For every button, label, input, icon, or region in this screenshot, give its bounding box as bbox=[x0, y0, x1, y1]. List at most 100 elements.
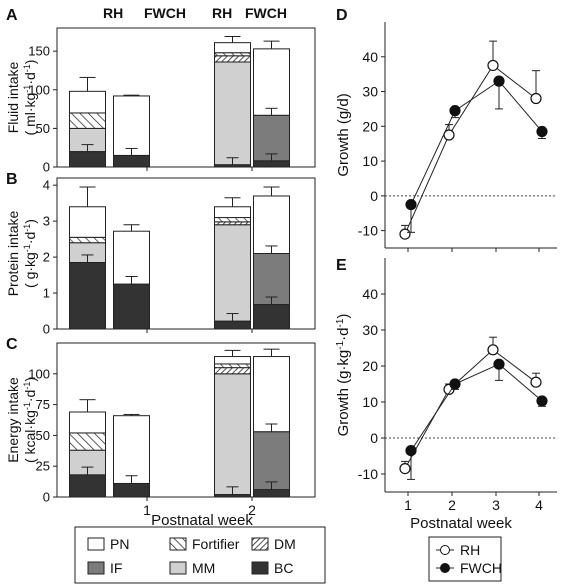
y-tick-label: 0 bbox=[43, 490, 50, 505]
y-axis-label-main: Fluid intake bbox=[5, 61, 21, 133]
y-tick-label: 20 bbox=[362, 118, 378, 134]
series-line bbox=[404, 349, 537, 469]
legend-label-pn: PN bbox=[110, 536, 129, 552]
series-line bbox=[410, 80, 543, 205]
series-fwch bbox=[405, 75, 548, 233]
component-legend: PN Fortifier DM IF MM BC bbox=[74, 526, 326, 584]
plot-frame bbox=[56, 342, 316, 498]
x-tick-label: 1 bbox=[404, 497, 412, 513]
bar-segment-bc bbox=[253, 304, 290, 330]
y-tick-label: -10 bbox=[358, 466, 378, 482]
group-header-fwch-1: FWCH bbox=[144, 5, 186, 21]
y-tick-label: 40 bbox=[362, 49, 378, 65]
bar-segment-bc bbox=[214, 320, 251, 330]
stacked-bar-week2-fwch bbox=[253, 186, 290, 330]
group-header-fwch-2: FWCH bbox=[245, 5, 287, 21]
bar-segment-if bbox=[253, 114, 290, 162]
legend-swatch-if bbox=[87, 561, 105, 575]
legend-swatch-dm bbox=[251, 537, 269, 551]
stacked-bar-week1-rh bbox=[69, 399, 106, 498]
y-tick-label: 50 bbox=[36, 121, 50, 136]
stacked-bar-week2-fwch bbox=[253, 40, 290, 168]
y-tick-label: 10 bbox=[362, 153, 378, 169]
bar-segment-fortifier bbox=[69, 112, 106, 129]
bar-panel-c: 0 25 50 75 100 Energy intake( kcal·kg-1·d-1) bbox=[5, 342, 316, 505]
y-tick-label: 3 bbox=[43, 214, 50, 229]
y-tick-label: 4 bbox=[43, 178, 50, 193]
bar-segment-bc bbox=[253, 489, 290, 498]
y-tick-label: 100 bbox=[28, 366, 50, 381]
bar-segment-bc bbox=[113, 283, 150, 330]
bar-segment-bc bbox=[69, 261, 106, 330]
bar-segment-mm bbox=[214, 224, 251, 322]
panel-letter-a: A bbox=[6, 7, 18, 24]
data-point bbox=[493, 358, 505, 370]
bar-segment-pn bbox=[253, 48, 290, 116]
stacked-bar-week1-fwch bbox=[113, 224, 150, 330]
group-header-rh-1: RH bbox=[103, 5, 123, 21]
data-point bbox=[449, 105, 461, 117]
y-tick-label: 10 bbox=[362, 394, 378, 410]
bar-segment-bc bbox=[69, 474, 106, 498]
line-panel-e: -10 0 10 20 30 40 1 2 3 4 Growth (g·kg-1·d-1) Postn… bbox=[335, 258, 557, 532]
legend-swatch-bc bbox=[251, 561, 269, 575]
y-tick-label: 100 bbox=[28, 82, 50, 97]
panel-letter-c: C bbox=[6, 336, 18, 353]
plot-frame bbox=[56, 27, 316, 168]
y-tick-label: 150 bbox=[28, 44, 50, 59]
bar-segment-bc bbox=[69, 151, 106, 168]
legend-label-dm: DM bbox=[274, 536, 296, 552]
bar-segment-bc bbox=[253, 160, 290, 168]
bar-segment-pn bbox=[69, 206, 106, 238]
x-axis-label: Postnatal week bbox=[410, 515, 512, 532]
bar-segment-pn bbox=[69, 411, 106, 434]
legend-label-mm: MM bbox=[192, 560, 215, 576]
y-tick-label: -10 bbox=[358, 223, 378, 239]
bar-segment-pn bbox=[113, 230, 150, 285]
legend-swatch-pn bbox=[87, 537, 105, 551]
week-tick-label: 2 bbox=[248, 502, 256, 518]
data-point bbox=[405, 198, 417, 211]
y-axis-label-units: ( ml·kg-1·d-1) bbox=[22, 60, 38, 136]
stacked-bar-week1-rh bbox=[69, 76, 106, 168]
legend-swatch-mm bbox=[169, 561, 187, 575]
bar-segment-fortifier bbox=[69, 236, 106, 244]
y-tick-label: 0 bbox=[43, 160, 50, 175]
bar-segment-pn bbox=[253, 356, 290, 433]
series-line bbox=[404, 64, 537, 235]
x-tick-label: 2 bbox=[448, 497, 456, 513]
panel-letter-d: D bbox=[336, 7, 348, 24]
legend-label-rh: RH bbox=[460, 542, 480, 558]
stacked-bar-week2-fwch bbox=[253, 348, 290, 498]
bar-segment-dm bbox=[214, 55, 251, 63]
series-line bbox=[410, 363, 543, 451]
week-tick-label: 1 bbox=[143, 502, 151, 518]
bar-segment-pn bbox=[113, 415, 150, 484]
y-tick-label: 50 bbox=[36, 428, 50, 443]
bar-segment-if bbox=[253, 431, 290, 491]
y-axis-label: Growth (g·kg-1·d-1) bbox=[335, 314, 352, 437]
bar-segment-pn bbox=[113, 95, 150, 156]
stacked-bar-week2-rh bbox=[214, 35, 251, 168]
series-rh bbox=[399, 336, 542, 475]
bar-segment-pn bbox=[214, 356, 251, 365]
bar-segment-mm bbox=[214, 61, 251, 166]
data-point bbox=[536, 125, 548, 138]
x-tick-label: 4 bbox=[535, 497, 543, 513]
data-point bbox=[487, 344, 499, 356]
x-tick-label: 3 bbox=[492, 497, 500, 513]
data-point bbox=[399, 463, 411, 475]
legend-swatch-fortifier bbox=[169, 537, 187, 551]
y-tick-label: 25 bbox=[36, 459, 50, 474]
data-point bbox=[536, 395, 548, 407]
series-legend: RH FWCH bbox=[428, 536, 502, 582]
y-tick-label: 75 bbox=[36, 397, 50, 412]
y-tick-label: 1 bbox=[43, 286, 50, 301]
bar-segment-bc bbox=[113, 482, 150, 498]
y-tick-label: 20 bbox=[362, 358, 378, 374]
legend-label-if: IF bbox=[110, 560, 122, 576]
bar-segment-fortifier bbox=[214, 217, 251, 223]
plot-frame bbox=[56, 177, 316, 330]
panel-letter-b: B bbox=[6, 171, 18, 188]
